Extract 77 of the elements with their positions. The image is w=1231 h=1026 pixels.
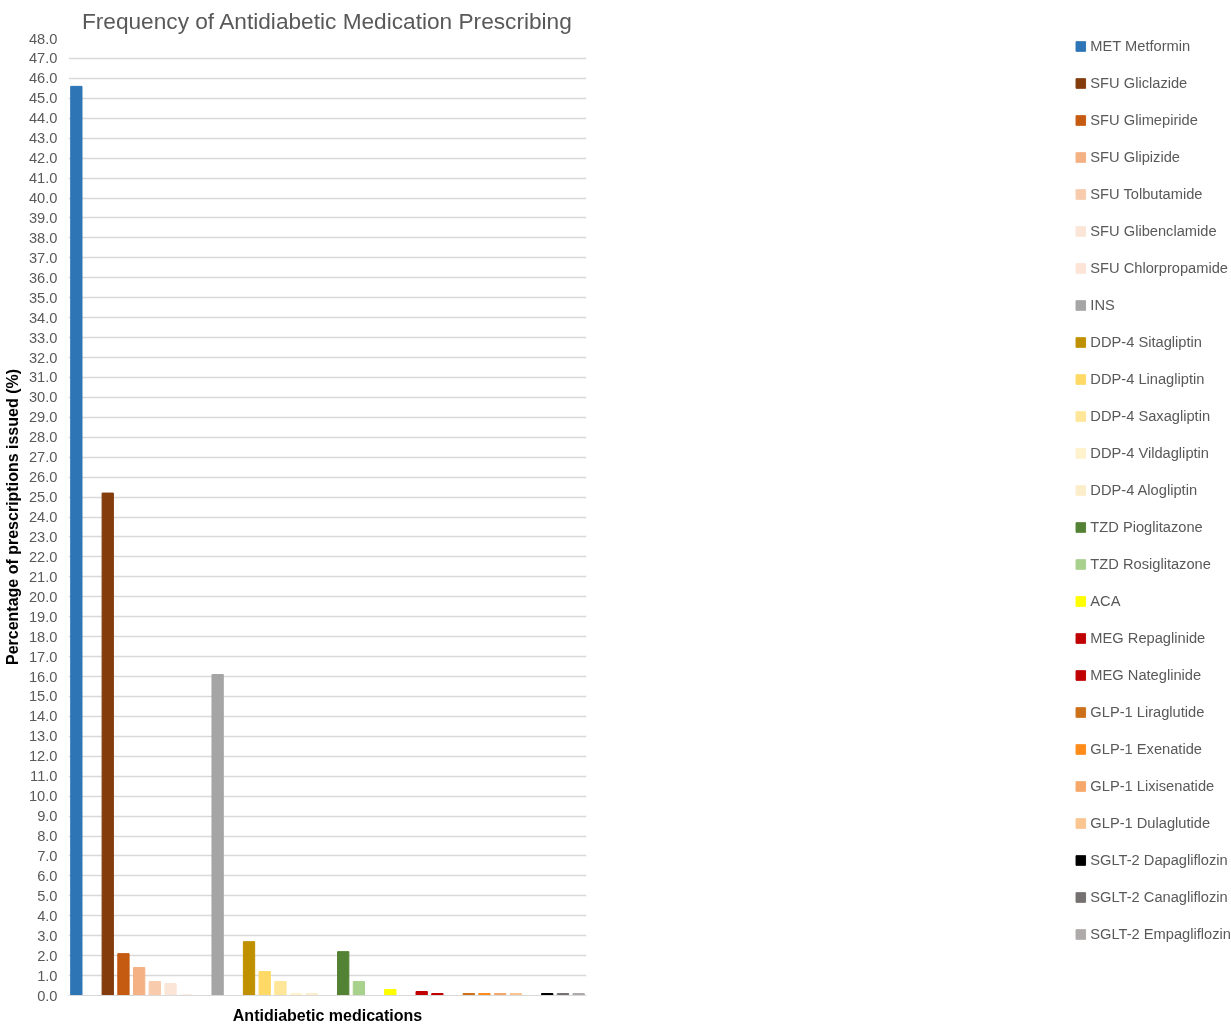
y-tick-label: 15.0 (28, 688, 58, 705)
y-tick-label: 14.0 (28, 708, 58, 725)
y-tick-label: 3.0 (37, 927, 58, 944)
legend-label: TZD Rosiglitazone (1090, 556, 1211, 572)
legend-label: SFU Chlorpropamide (1090, 260, 1229, 276)
y-tick-label: 39.0 (28, 209, 58, 226)
y-tick-label: 43.0 (28, 130, 58, 147)
y-tick-label: 8.0 (37, 828, 58, 844)
y-tick-label: 30.0 (28, 389, 58, 406)
legend-label: ACA (1090, 593, 1121, 609)
legend-label: INS (1090, 297, 1115, 313)
x-axis-title: Antidiabetic medications (232, 1006, 423, 1024)
y-tick-label: 12.0 (28, 748, 58, 765)
legend-label: SGLT-2 Dapagliflozin (1090, 852, 1228, 868)
y-tick-label: 33.0 (28, 329, 58, 346)
y-tick-label: 37.0 (28, 249, 58, 266)
legend-label: GLP-1 Liraglutide (1090, 704, 1205, 720)
y-tick-label: 22.0 (28, 548, 58, 565)
legend-label: SGLT-2 Empagliflozin (1090, 926, 1231, 942)
legend-label: GLP-1 Exenatide (1090, 741, 1202, 757)
y-tick-label: 11.0 (30, 768, 58, 785)
y-tick-label: 25.0 (28, 489, 58, 506)
y-tick-label: 4.0 (37, 907, 58, 924)
y-axis-title: Percentage of prescriptions issued (%) (3, 368, 21, 666)
y-tick-label: 21.0 (28, 568, 58, 585)
y-tick-label: 34.0 (28, 309, 58, 326)
legend-label: DDP-4 Alogliptin (1090, 482, 1198, 498)
y-tick-label: 38.0 (28, 229, 58, 246)
y-tick-label: 36.0 (28, 269, 58, 286)
y-tick-label: 46.0 (28, 70, 58, 87)
y-tick-label: 24.0 (28, 509, 58, 525)
y-tick-label: 28.0 (28, 429, 58, 446)
y-tick-label: 44.0 (28, 110, 58, 127)
y-tick-label: 6.0 (37, 867, 58, 884)
y-tick-label: 7.0 (37, 847, 58, 864)
y-tick-label: 19.0 (28, 608, 58, 625)
y-tick-label: 27.0 (28, 449, 58, 466)
legend-label: DDP-4 Saxagliptin (1090, 408, 1211, 424)
y-tick-label: 9.0 (37, 808, 58, 825)
y-tick-label: 0.0 (37, 987, 58, 1004)
legend-label: DDP-4 Linagliptin (1090, 371, 1205, 387)
legend-label: SFU Glipizide (1090, 149, 1180, 165)
legend-label: GLP-1 Dulaglutide (1090, 815, 1211, 831)
y-tick-label: 32.0 (28, 349, 58, 366)
y-tick-label: 41.0 (28, 170, 58, 187)
legend-label: SFU Tolbutamide (1090, 186, 1203, 202)
y-tick-label: 23.0 (28, 528, 58, 545)
y-tick-label: 18.0 (28, 628, 58, 645)
y-tick-label: 48.0 (28, 30, 58, 47)
y-tick-label: 13.0 (28, 728, 58, 745)
y-tick-label: 2.0 (37, 947, 58, 964)
y-tick-label: 29.0 (28, 409, 58, 426)
y-tick-label: 17.0 (28, 648, 58, 665)
legend-label: SFU Glimepiride (1090, 112, 1198, 128)
legend-label: MET Metformin (1090, 38, 1191, 54)
y-tick-label: 42.0 (28, 150, 58, 167)
legend-label: MEG Nateglinide (1090, 667, 1202, 683)
y-tick-label: 16.0 (28, 668, 58, 685)
legend-label: SFU Glibenclamide (1090, 223, 1217, 239)
y-tick-label: 26.0 (28, 469, 58, 486)
legend-label: SGLT-2 Canagliflozin (1090, 889, 1228, 905)
y-tick-label: 35.0 (28, 289, 58, 306)
y-tick-label: 10.0 (28, 788, 58, 805)
chart-title: Frequency of Antidiabetic Medication Prescribing (81, 7, 572, 34)
legend-label: SFU Gliclazide (1090, 75, 1188, 91)
y-tick-label: 45.0 (28, 90, 58, 107)
y-tick-label: 31.0 (28, 369, 58, 386)
legend-label: MEG Repaglinide (1090, 630, 1206, 646)
legend-label: TZD Pioglitazone (1090, 519, 1203, 535)
y-tick-label: 20.0 (28, 588, 58, 605)
y-tick-label: 1.0 (37, 967, 58, 984)
y-tick-label: 40.0 (28, 190, 58, 206)
legend-label: DDP-4 Sitagliptin (1090, 334, 1202, 350)
legend-label: GLP-1 Lixisenatide (1090, 778, 1215, 794)
y-tick-label: 5.0 (37, 887, 58, 904)
y-tick-label: 47.0 (28, 50, 58, 67)
legend-label: DDP-4 Vildagliptin (1090, 445, 1210, 461)
